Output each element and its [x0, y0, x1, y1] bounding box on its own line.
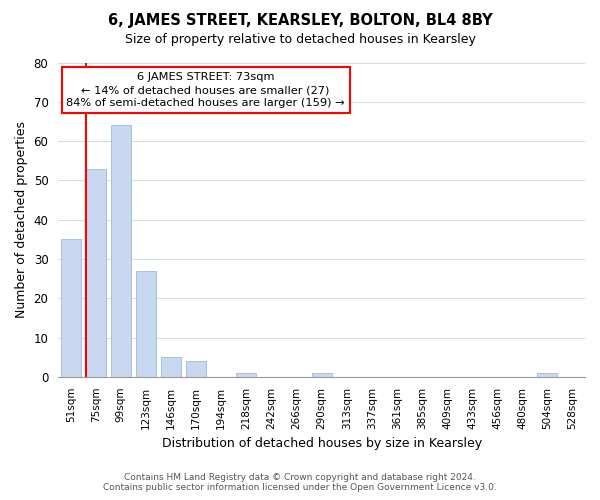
Bar: [136, 270, 156, 377]
Bar: [186, 361, 206, 377]
Bar: [111, 126, 131, 377]
X-axis label: Distribution of detached houses by size in Kearsley: Distribution of detached houses by size …: [161, 437, 482, 450]
Bar: [538, 373, 557, 377]
Text: 6, JAMES STREET, KEARSLEY, BOLTON, BL4 8BY: 6, JAMES STREET, KEARSLEY, BOLTON, BL4 8…: [107, 12, 493, 28]
Bar: [236, 373, 256, 377]
Bar: [161, 357, 181, 377]
Bar: [86, 168, 106, 377]
Y-axis label: Number of detached properties: Number of detached properties: [15, 121, 28, 318]
Text: Contains HM Land Registry data © Crown copyright and database right 2024.
Contai: Contains HM Land Registry data © Crown c…: [103, 473, 497, 492]
Text: Size of property relative to detached houses in Kearsley: Size of property relative to detached ho…: [125, 32, 475, 46]
Bar: [61, 240, 81, 377]
Bar: [311, 373, 332, 377]
Text: 6 JAMES STREET: 73sqm
← 14% of detached houses are smaller (27)
84% of semi-deta: 6 JAMES STREET: 73sqm ← 14% of detached …: [67, 72, 345, 108]
